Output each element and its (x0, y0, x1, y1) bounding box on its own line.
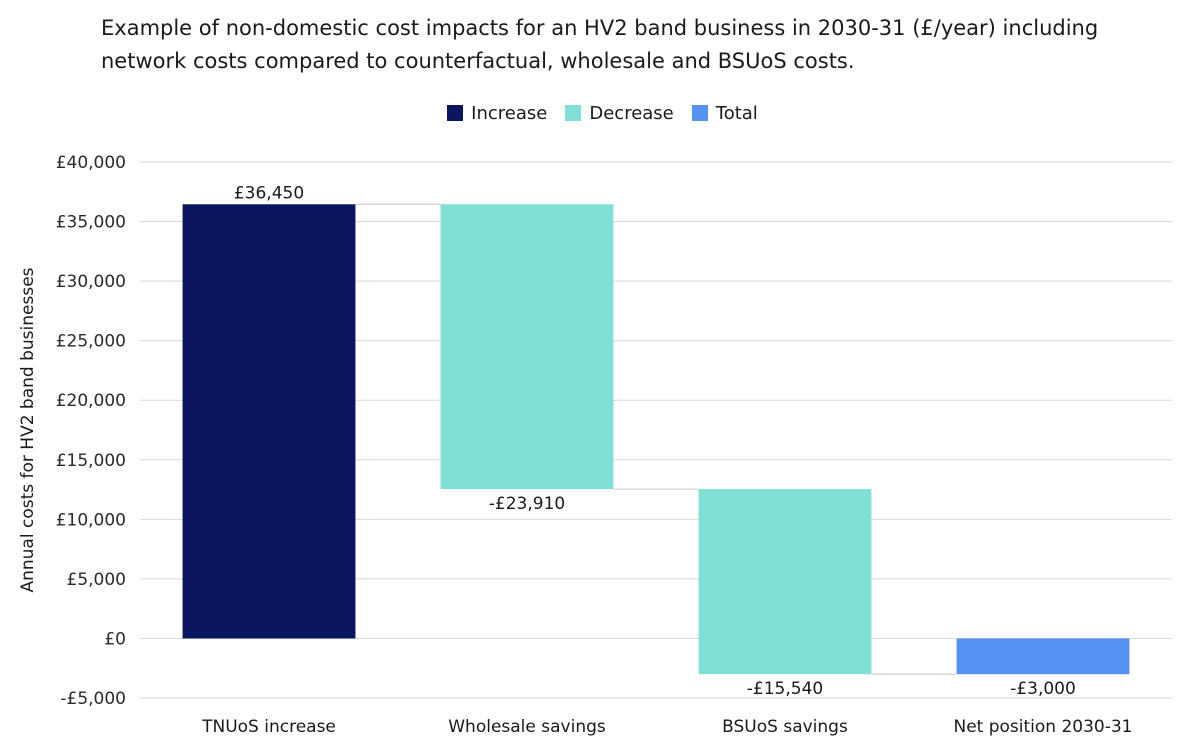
x-category-label: TNUoS increase (201, 717, 336, 737)
y-tick-label: £0 (104, 629, 126, 649)
legend: Increase Decrease Total (0, 100, 1200, 126)
legend-swatch-decrease (565, 105, 582, 121)
y-tick-label: £15,000 (56, 451, 126, 471)
legend-label-total: Total (715, 102, 758, 124)
data-label: -£15,540 (747, 679, 823, 699)
legend-item-total: Total (691, 102, 758, 124)
chart-title: Example of non-domestic cost impacts for… (101, 16, 1099, 73)
x-category-label: BSUoS savings (722, 717, 848, 737)
y-tick-label: £35,000 (56, 213, 126, 233)
y-tick-label: £40,000 (56, 153, 126, 173)
bar-net-position-2030-31 (956, 638, 1130, 675)
y-tick-label: £30,000 (56, 272, 126, 292)
y-tick-label: -£5,000 (60, 689, 126, 709)
legend-item-decrease: Decrease (565, 102, 674, 124)
legend-swatch-increase (447, 105, 464, 121)
legend-item-increase: Increase (447, 103, 547, 124)
y-axis-label: Annual costs for HV2 band businesses (18, 267, 38, 592)
legend-swatch-total (691, 105, 708, 121)
y-tick-label: £25,000 (56, 332, 126, 352)
data-label: £36,450 (234, 183, 304, 203)
data-label: -£23,910 (489, 494, 565, 514)
x-category-label: Net position 2030-31 (953, 717, 1132, 737)
y-tick-label: £5,000 (67, 570, 126, 590)
y-tick-label: £20,000 (56, 391, 126, 411)
legend-label-decrease: Decrease (589, 102, 674, 124)
data-label: -£3,000 (1010, 679, 1076, 699)
x-category-label: Wholesale savings (448, 717, 606, 737)
legend-label-increase: Increase (471, 102, 548, 124)
bar-tnuos-increase (182, 204, 356, 639)
bar-wholesale-savings (440, 204, 614, 490)
y-tick-label: £10,000 (56, 510, 126, 530)
bar-bsuos-savings (698, 489, 872, 675)
